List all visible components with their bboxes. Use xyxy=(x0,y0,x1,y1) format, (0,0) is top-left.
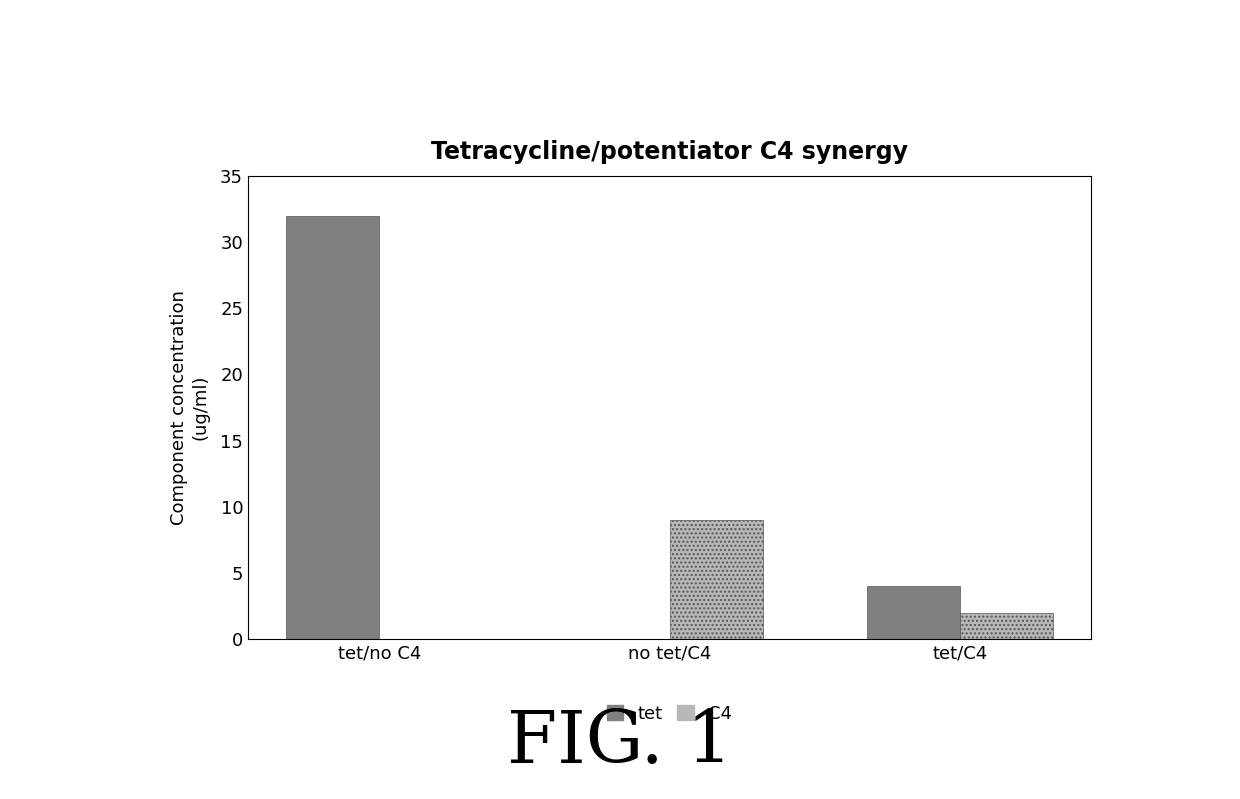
Text: FIG. 1: FIG. 1 xyxy=(507,708,733,778)
Y-axis label: Component concentration
(ug/ml): Component concentration (ug/ml) xyxy=(170,290,210,525)
Title: Tetracycline/potentiator C4 synergy: Tetracycline/potentiator C4 synergy xyxy=(432,140,908,164)
Bar xyxy=(960,613,1053,639)
Bar xyxy=(867,586,960,639)
Bar xyxy=(286,216,379,639)
Legend: tet, C4: tet, C4 xyxy=(608,705,732,723)
Bar xyxy=(670,520,763,639)
